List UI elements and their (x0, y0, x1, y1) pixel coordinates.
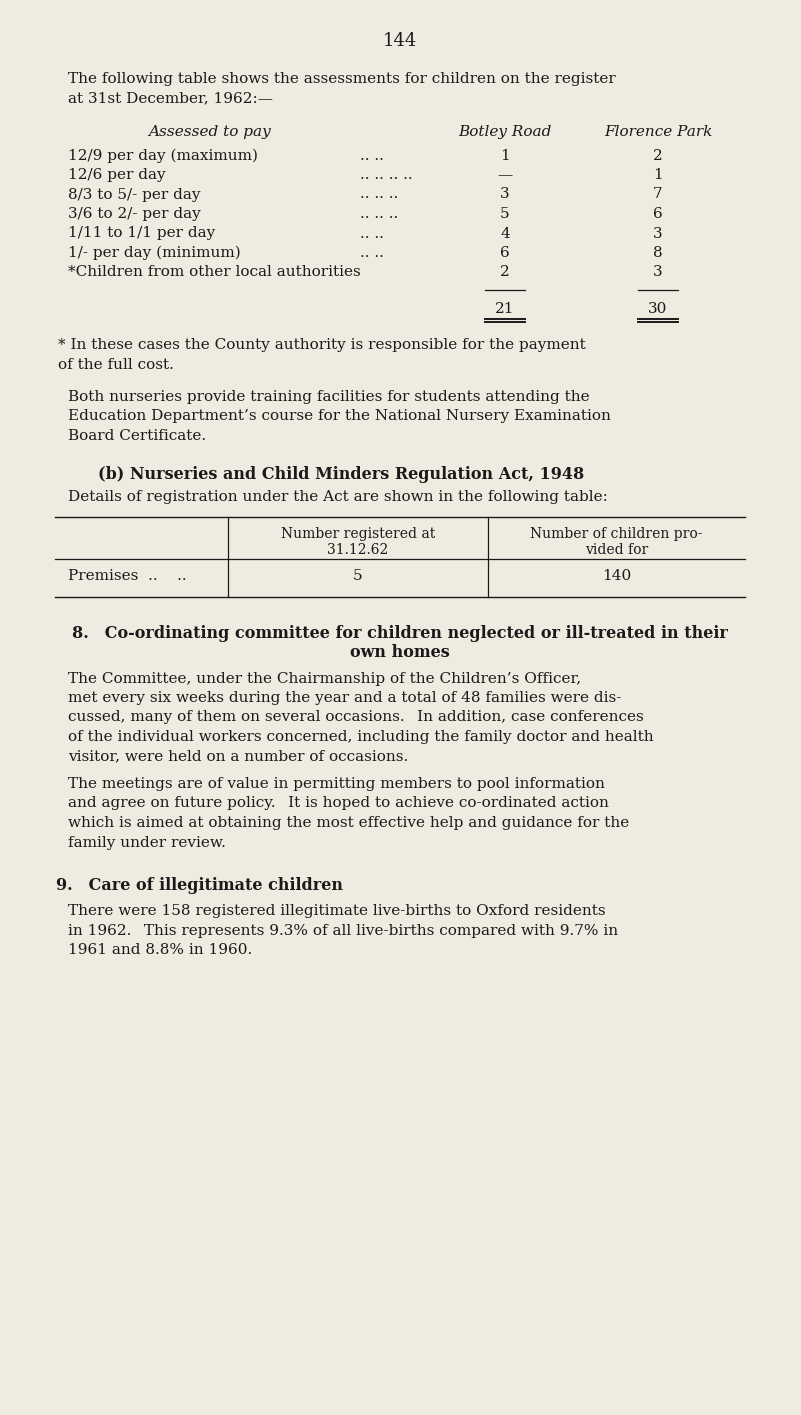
Text: 6: 6 (653, 207, 663, 221)
Text: 8/3 to 5/- per day: 8/3 to 5/- per day (68, 188, 200, 201)
Text: 144: 144 (383, 33, 417, 50)
Text: Number registered at: Number registered at (281, 526, 435, 541)
Text: visitor, were held on a number of occasions.: visitor, were held on a number of occasi… (68, 750, 409, 764)
Text: in 1962.  This represents 9.3% of all live-births compared with 9.7% in: in 1962. This represents 9.3% of all liv… (68, 924, 618, 938)
Text: 3/6 to 2/- per day: 3/6 to 2/- per day (68, 207, 201, 221)
Text: .. ..: .. .. (360, 149, 384, 163)
Text: 30: 30 (648, 301, 668, 316)
Text: own homes: own homes (350, 644, 450, 661)
Text: 4: 4 (500, 226, 510, 241)
Text: There were 158 registered illegitimate live-births to Oxford residents: There were 158 registered illegitimate l… (68, 904, 606, 918)
Text: —: — (497, 168, 513, 183)
Text: 31.12.62: 31.12.62 (328, 543, 388, 558)
Text: 1: 1 (653, 168, 663, 183)
Text: Details of registration under the Act are shown in the following table:: Details of registration under the Act ar… (68, 490, 608, 504)
Text: .. ..: .. .. (360, 246, 384, 260)
Text: The following table shows the assessments for children on the register: The following table shows the assessment… (68, 72, 616, 86)
Text: family under review.: family under review. (68, 835, 226, 849)
Text: 12/6 per day: 12/6 per day (68, 168, 166, 183)
Text: 2: 2 (653, 149, 663, 163)
Text: 3: 3 (653, 266, 662, 280)
Text: Both nurseries provide training facilities for students attending the: Both nurseries provide training faciliti… (68, 389, 590, 403)
Text: The meetings are of value in permitting members to pool information: The meetings are of value in permitting … (68, 777, 605, 791)
Text: 7: 7 (653, 188, 662, 201)
Text: .. .. .. ..: .. .. .. .. (360, 168, 413, 183)
Text: at 31st December, 1962:—: at 31st December, 1962:— (68, 92, 273, 106)
Text: 21: 21 (495, 301, 515, 316)
Text: 1: 1 (500, 149, 510, 163)
Text: 2: 2 (500, 266, 510, 280)
Text: Premises  ..    ..: Premises .. .. (68, 569, 187, 583)
Text: Florence Park: Florence Park (604, 125, 712, 139)
Text: Board Certificate.: Board Certificate. (68, 429, 206, 443)
Text: met every six weeks during the year and a total of 48 families were dis-: met every six weeks during the year and … (68, 691, 622, 705)
Text: 1/11 to 1/1 per day: 1/11 to 1/1 per day (68, 226, 215, 241)
Text: 8. Co-ordinating committee for children neglected or ill-treated in their: 8. Co-ordinating committee for children … (72, 624, 728, 641)
Text: 9. Care of illegitimate children: 9. Care of illegitimate children (56, 877, 343, 894)
Text: * In these cases the County authority is responsible for the payment: * In these cases the County authority is… (58, 338, 586, 352)
Text: Number of children pro-: Number of children pro- (530, 526, 702, 541)
Text: .. ..: .. .. (360, 226, 384, 241)
Text: 5: 5 (500, 207, 509, 221)
Text: 3: 3 (653, 226, 662, 241)
Text: *Children from other local authorities: *Children from other local authorities (68, 266, 360, 280)
Text: 5: 5 (353, 569, 363, 583)
Text: Botley Road: Botley Road (458, 125, 552, 139)
Text: of the individual workers concerned, including the family doctor and health: of the individual workers concerned, inc… (68, 730, 654, 744)
Text: cussed, many of them on several occasions.  In addition, case conferences: cussed, many of them on several occasion… (68, 710, 644, 724)
Text: 140: 140 (602, 569, 631, 583)
Text: 1/- per day (minimum): 1/- per day (minimum) (68, 246, 241, 260)
Text: The Committee, under the Chairmanship of the Children’s Officer,: The Committee, under the Chairmanship of… (68, 672, 581, 685)
Text: .. .. ..: .. .. .. (360, 207, 398, 221)
Text: 3: 3 (500, 188, 509, 201)
Text: 8: 8 (653, 246, 662, 260)
Text: Education Department’s course for the National Nursery Examination: Education Department’s course for the Na… (68, 409, 611, 423)
Text: 6: 6 (500, 246, 510, 260)
Text: 1961 and 8.8% in 1960.: 1961 and 8.8% in 1960. (68, 944, 252, 958)
Text: Assessed to pay: Assessed to pay (148, 125, 271, 139)
Text: (b) Nurseries and Child Minders Regulation Act, 1948: (b) Nurseries and Child Minders Regulati… (98, 466, 584, 483)
Text: vided for: vided for (585, 543, 648, 558)
Text: .. .. ..: .. .. .. (360, 188, 398, 201)
Text: which is aimed at obtaining the most effective help and guidance for the: which is aimed at obtaining the most eff… (68, 816, 630, 831)
Text: 12/9 per day (maximum): 12/9 per day (maximum) (68, 149, 258, 163)
Text: and agree on future policy.  It is hoped to achieve co-ordinated action: and agree on future policy. It is hoped … (68, 797, 609, 811)
Text: of the full cost.: of the full cost. (58, 358, 174, 372)
